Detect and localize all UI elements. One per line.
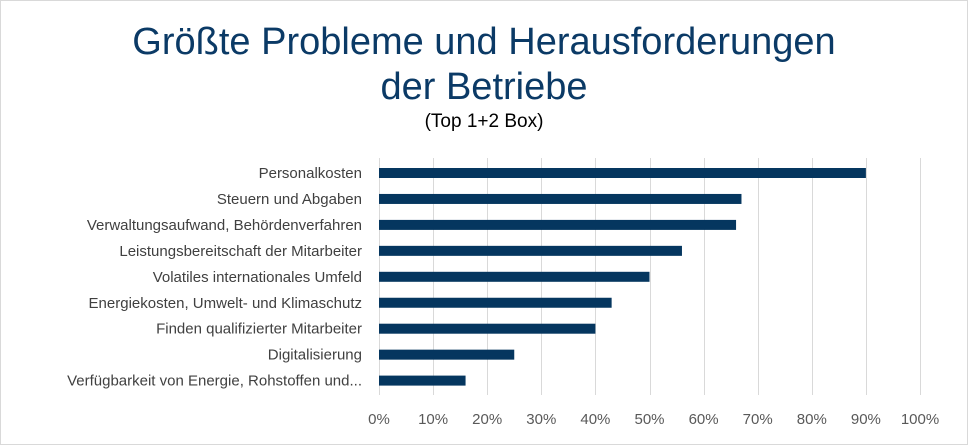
bar [379,323,596,334]
category-label: Digitalisierung [268,347,362,364]
bar [379,168,866,178]
category-label: Steuern und Abgaben [217,191,362,208]
x-tick-label: 0% [368,411,390,428]
bar [379,245,682,256]
x-tick-label: 40% [580,411,610,428]
category-label: Leistungsbereitschaft der Mitarbeiter [119,243,362,260]
chart-title-line-2: der Betriebe [380,66,588,108]
x-tick-label: 90% [851,411,881,428]
x-tick-label: 20% [472,411,502,428]
category-label: Energiekosten, Umwelt- und Klimaschutz [89,295,362,312]
x-tick-label: 80% [797,411,827,428]
bar [379,375,466,386]
bar [379,297,612,308]
x-tick-label: 30% [526,411,556,428]
bar [379,193,742,204]
x-tick-label: 50% [634,411,664,428]
category-label: Personalkosten [259,165,362,182]
chart-title-line-1: Größte Probleme und Herausforderungen [132,21,836,63]
x-tick-label: 100% [901,411,939,428]
category-label: Finden qualifizierter Mitarbeiter [156,321,362,338]
chart-subtitle: (Top 1+2 Box) [424,111,544,132]
category-label: Volatiles internationales Umfeld [153,269,362,286]
category-label: Verfügbarkeit von Energie, Rohstoffen un… [67,373,362,390]
bar [379,271,650,282]
category-label: Verwaltungsaufwand, Behördenverfahren [87,217,362,234]
bar [379,219,737,230]
x-tick-label: 10% [418,411,448,428]
x-tick-label: 60% [689,411,719,428]
bar [379,349,515,360]
x-tick-label: 70% [743,411,773,428]
